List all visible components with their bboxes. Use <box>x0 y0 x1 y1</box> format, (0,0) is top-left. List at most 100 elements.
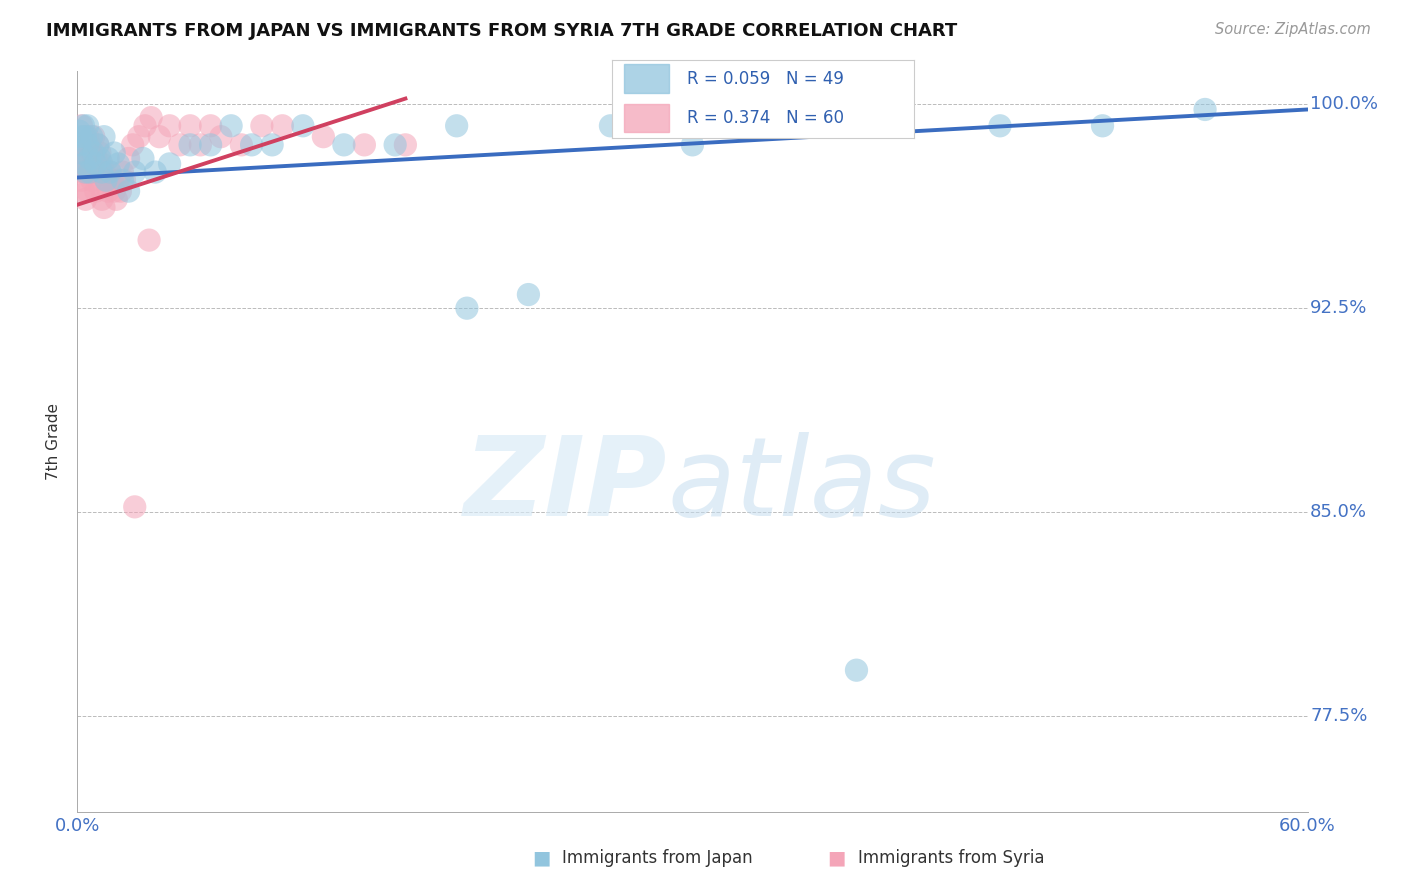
Point <box>105 192 128 206</box>
Point <box>72 129 94 144</box>
Point <box>394 137 416 152</box>
Point <box>517 287 540 301</box>
Point <box>76 184 98 198</box>
Point <box>90 157 114 171</box>
Point <box>599 119 621 133</box>
Point <box>143 165 166 179</box>
Point <box>114 173 136 187</box>
Point <box>93 129 115 144</box>
Point <box>75 137 97 152</box>
Point <box>384 137 406 152</box>
Text: Immigrants from Japan: Immigrants from Japan <box>562 849 754 867</box>
Point <box>124 500 146 514</box>
Point <box>75 165 97 179</box>
Point <box>124 165 146 179</box>
Point <box>169 137 191 152</box>
Point <box>70 119 93 133</box>
Point <box>988 119 1011 133</box>
Text: Immigrants from Syria: Immigrants from Syria <box>858 849 1045 867</box>
Point <box>107 173 129 187</box>
Point <box>159 119 181 133</box>
Point <box>111 173 134 187</box>
Point <box>75 192 97 206</box>
Point <box>76 157 98 171</box>
Point <box>179 119 201 133</box>
Point <box>179 137 201 152</box>
Point <box>94 173 117 187</box>
Text: atlas: atlas <box>668 433 936 540</box>
Point <box>83 146 105 161</box>
Point <box>76 137 98 152</box>
Text: Source: ZipAtlas.com: Source: ZipAtlas.com <box>1215 22 1371 37</box>
Point <box>75 129 97 144</box>
Point <box>72 119 94 133</box>
Point <box>117 184 139 198</box>
Point <box>110 184 132 198</box>
Point <box>97 184 120 198</box>
Point <box>456 301 478 315</box>
Point <box>87 165 110 179</box>
Point <box>138 233 160 247</box>
Point <box>159 157 181 171</box>
Point <box>90 192 114 206</box>
Point <box>80 146 103 161</box>
Point <box>67 157 90 171</box>
Point <box>231 137 253 152</box>
Point <box>291 119 314 133</box>
Point <box>79 137 101 152</box>
Point <box>89 152 111 166</box>
Point <box>209 129 232 144</box>
Point <box>200 119 222 133</box>
Text: ■: ■ <box>531 848 551 867</box>
Point <box>70 146 93 161</box>
Point <box>67 137 90 152</box>
Text: R = 0.059   N = 49: R = 0.059 N = 49 <box>688 70 844 87</box>
Point <box>70 129 93 144</box>
Text: 92.5%: 92.5% <box>1310 299 1368 318</box>
Point <box>80 129 103 144</box>
Point <box>1091 119 1114 133</box>
Point <box>188 137 212 152</box>
Point <box>101 173 124 187</box>
Point <box>83 129 105 144</box>
Point <box>98 165 121 179</box>
Point <box>80 173 103 187</box>
Point <box>141 111 163 125</box>
Point <box>845 663 868 677</box>
Point <box>93 165 115 179</box>
Point <box>67 137 90 152</box>
Point <box>67 124 90 138</box>
Point <box>76 119 98 133</box>
Point <box>87 137 110 152</box>
Point <box>107 157 129 171</box>
Point <box>83 165 105 179</box>
Point <box>87 137 110 152</box>
Point <box>70 173 93 187</box>
Point <box>262 137 284 152</box>
Text: ZIP: ZIP <box>464 433 668 540</box>
Point <box>111 165 134 179</box>
Point <box>333 137 356 152</box>
Point <box>783 119 806 133</box>
Point <box>886 119 908 133</box>
Point <box>72 184 94 198</box>
Point <box>90 165 114 179</box>
Point <box>79 165 101 179</box>
Point <box>103 146 125 161</box>
Point <box>271 119 294 133</box>
Point <box>250 119 273 133</box>
Point <box>117 152 139 166</box>
Point <box>1194 103 1216 117</box>
Point <box>148 129 170 144</box>
Point <box>72 157 94 171</box>
Point <box>84 157 107 171</box>
Point <box>84 184 107 198</box>
Text: 85.0%: 85.0% <box>1310 503 1367 521</box>
Point <box>98 165 121 179</box>
Point <box>134 119 156 133</box>
Point <box>75 165 97 179</box>
Point <box>79 165 101 179</box>
Point <box>89 146 111 161</box>
Point <box>93 201 115 215</box>
Point <box>79 152 101 166</box>
